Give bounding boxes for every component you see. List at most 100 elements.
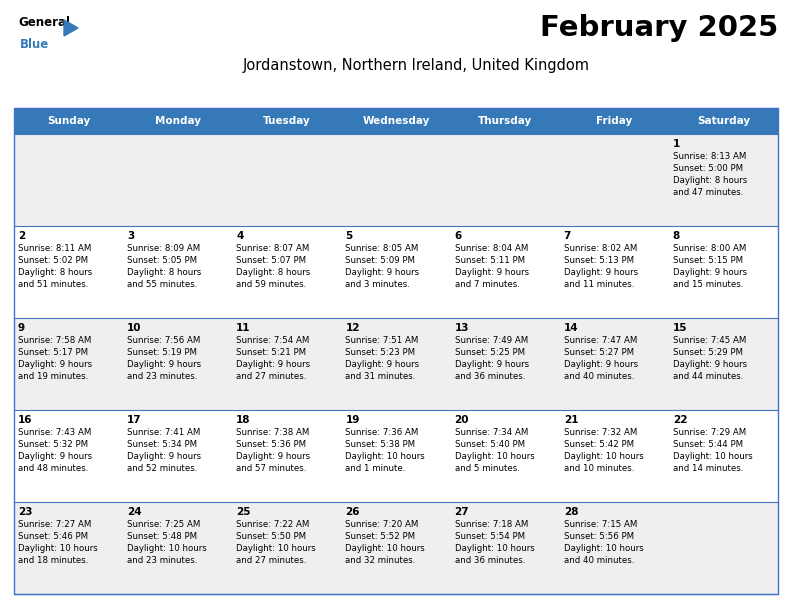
Text: General: General bbox=[18, 16, 70, 29]
Text: 12: 12 bbox=[345, 323, 360, 333]
Text: Daylight: 9 hours: Daylight: 9 hours bbox=[345, 360, 420, 369]
Text: Sunrise: 8:02 AM: Sunrise: 8:02 AM bbox=[564, 244, 637, 253]
Text: 20: 20 bbox=[455, 415, 469, 425]
Text: Daylight: 10 hours: Daylight: 10 hours bbox=[673, 452, 752, 461]
Text: Sunset: 5:44 PM: Sunset: 5:44 PM bbox=[673, 440, 743, 449]
Text: Sunrise: 7:18 AM: Sunrise: 7:18 AM bbox=[455, 520, 528, 529]
Text: Jordanstown, Northern Ireland, United Kingdom: Jordanstown, Northern Ireland, United Ki… bbox=[242, 58, 589, 73]
Text: 6: 6 bbox=[455, 231, 462, 241]
Text: Sunset: 5:05 PM: Sunset: 5:05 PM bbox=[128, 256, 197, 265]
Text: and 40 minutes.: and 40 minutes. bbox=[564, 372, 634, 381]
Text: 8: 8 bbox=[673, 231, 680, 241]
Text: Daylight: 10 hours: Daylight: 10 hours bbox=[455, 544, 535, 553]
Text: Sunset: 5:17 PM: Sunset: 5:17 PM bbox=[18, 348, 88, 357]
Text: Daylight: 10 hours: Daylight: 10 hours bbox=[128, 544, 207, 553]
Text: Thursday: Thursday bbox=[478, 116, 532, 126]
Text: Sunrise: 7:41 AM: Sunrise: 7:41 AM bbox=[128, 428, 200, 437]
Text: Sunset: 5:27 PM: Sunset: 5:27 PM bbox=[564, 348, 634, 357]
Text: Saturday: Saturday bbox=[697, 116, 750, 126]
Text: Sunset: 5:38 PM: Sunset: 5:38 PM bbox=[345, 440, 416, 449]
Text: and 36 minutes.: and 36 minutes. bbox=[455, 556, 525, 565]
Text: Sunrise: 7:54 AM: Sunrise: 7:54 AM bbox=[236, 336, 310, 345]
Text: Sunrise: 7:38 AM: Sunrise: 7:38 AM bbox=[236, 428, 310, 437]
Text: Sunset: 5:36 PM: Sunset: 5:36 PM bbox=[236, 440, 307, 449]
Text: 28: 28 bbox=[564, 507, 578, 517]
Text: 14: 14 bbox=[564, 323, 578, 333]
Text: and 3 minutes.: and 3 minutes. bbox=[345, 280, 410, 289]
Text: 9: 9 bbox=[18, 323, 25, 333]
Text: Daylight: 9 hours: Daylight: 9 hours bbox=[564, 268, 638, 277]
Text: February 2025: February 2025 bbox=[540, 14, 778, 42]
Text: and 23 minutes.: and 23 minutes. bbox=[128, 372, 197, 381]
Text: Daylight: 10 hours: Daylight: 10 hours bbox=[236, 544, 316, 553]
Text: and 14 minutes.: and 14 minutes. bbox=[673, 464, 743, 473]
Text: and 57 minutes.: and 57 minutes. bbox=[236, 464, 307, 473]
Text: and 27 minutes.: and 27 minutes. bbox=[236, 556, 307, 565]
Text: Sunrise: 7:56 AM: Sunrise: 7:56 AM bbox=[128, 336, 200, 345]
Text: Sunrise: 7:49 AM: Sunrise: 7:49 AM bbox=[455, 336, 527, 345]
Text: Sunday: Sunday bbox=[47, 116, 90, 126]
Text: Daylight: 9 hours: Daylight: 9 hours bbox=[345, 268, 420, 277]
Text: 21: 21 bbox=[564, 415, 578, 425]
Text: and 10 minutes.: and 10 minutes. bbox=[564, 464, 634, 473]
Text: Sunset: 5:25 PM: Sunset: 5:25 PM bbox=[455, 348, 524, 357]
Text: 13: 13 bbox=[455, 323, 469, 333]
Text: Sunrise: 7:36 AM: Sunrise: 7:36 AM bbox=[345, 428, 419, 437]
Text: 10: 10 bbox=[128, 323, 142, 333]
Text: and 15 minutes.: and 15 minutes. bbox=[673, 280, 743, 289]
Text: 26: 26 bbox=[345, 507, 360, 517]
Text: Sunset: 5:42 PM: Sunset: 5:42 PM bbox=[564, 440, 634, 449]
Text: 7: 7 bbox=[564, 231, 571, 241]
Text: Sunset: 5:15 PM: Sunset: 5:15 PM bbox=[673, 256, 743, 265]
Text: 24: 24 bbox=[128, 507, 142, 517]
Bar bbox=[14, 502, 778, 594]
Text: Sunrise: 7:58 AM: Sunrise: 7:58 AM bbox=[18, 336, 91, 345]
Text: Daylight: 9 hours: Daylight: 9 hours bbox=[564, 360, 638, 369]
Text: Daylight: 10 hours: Daylight: 10 hours bbox=[564, 452, 643, 461]
Bar bbox=[14, 108, 778, 134]
Text: 3: 3 bbox=[128, 231, 135, 241]
Text: Sunset: 5:54 PM: Sunset: 5:54 PM bbox=[455, 532, 524, 541]
Text: and 27 minutes.: and 27 minutes. bbox=[236, 372, 307, 381]
Text: Daylight: 9 hours: Daylight: 9 hours bbox=[236, 360, 310, 369]
Text: Sunrise: 7:27 AM: Sunrise: 7:27 AM bbox=[18, 520, 91, 529]
Text: and 51 minutes.: and 51 minutes. bbox=[18, 280, 89, 289]
Text: Daylight: 9 hours: Daylight: 9 hours bbox=[673, 360, 747, 369]
Text: and 7 minutes.: and 7 minutes. bbox=[455, 280, 520, 289]
Text: and 40 minutes.: and 40 minutes. bbox=[564, 556, 634, 565]
Text: Friday: Friday bbox=[596, 116, 632, 126]
Text: Sunrise: 7:22 AM: Sunrise: 7:22 AM bbox=[236, 520, 310, 529]
Text: Sunset: 5:56 PM: Sunset: 5:56 PM bbox=[564, 532, 634, 541]
Polygon shape bbox=[64, 20, 78, 36]
Text: 1: 1 bbox=[673, 139, 680, 149]
Text: Sunset: 5:23 PM: Sunset: 5:23 PM bbox=[345, 348, 416, 357]
Text: Daylight: 9 hours: Daylight: 9 hours bbox=[18, 360, 92, 369]
Text: 25: 25 bbox=[236, 507, 251, 517]
Text: Sunset: 5:52 PM: Sunset: 5:52 PM bbox=[345, 532, 416, 541]
Text: Sunset: 5:13 PM: Sunset: 5:13 PM bbox=[564, 256, 634, 265]
Text: Sunrise: 7:34 AM: Sunrise: 7:34 AM bbox=[455, 428, 528, 437]
Bar bbox=[14, 108, 778, 594]
Text: Sunset: 5:34 PM: Sunset: 5:34 PM bbox=[128, 440, 197, 449]
Text: Tuesday: Tuesday bbox=[263, 116, 310, 126]
Text: and 48 minutes.: and 48 minutes. bbox=[18, 464, 89, 473]
Text: and 47 minutes.: and 47 minutes. bbox=[673, 188, 743, 197]
Text: 22: 22 bbox=[673, 415, 687, 425]
Text: 18: 18 bbox=[236, 415, 251, 425]
Bar bbox=[14, 134, 778, 226]
Text: Sunset: 5:48 PM: Sunset: 5:48 PM bbox=[128, 532, 197, 541]
Text: Daylight: 9 hours: Daylight: 9 hours bbox=[18, 452, 92, 461]
Text: Sunrise: 8:11 AM: Sunrise: 8:11 AM bbox=[18, 244, 91, 253]
Text: Sunset: 5:02 PM: Sunset: 5:02 PM bbox=[18, 256, 88, 265]
Text: and 44 minutes.: and 44 minutes. bbox=[673, 372, 743, 381]
Text: 17: 17 bbox=[128, 415, 142, 425]
Text: Daylight: 10 hours: Daylight: 10 hours bbox=[455, 452, 535, 461]
Text: Sunset: 5:07 PM: Sunset: 5:07 PM bbox=[236, 256, 307, 265]
Text: Daylight: 8 hours: Daylight: 8 hours bbox=[673, 176, 747, 185]
Text: and 55 minutes.: and 55 minutes. bbox=[128, 280, 197, 289]
Text: Daylight: 10 hours: Daylight: 10 hours bbox=[345, 452, 425, 461]
Text: Daylight: 9 hours: Daylight: 9 hours bbox=[673, 268, 747, 277]
Text: Sunset: 5:19 PM: Sunset: 5:19 PM bbox=[128, 348, 197, 357]
Text: and 31 minutes.: and 31 minutes. bbox=[345, 372, 416, 381]
Text: Daylight: 10 hours: Daylight: 10 hours bbox=[345, 544, 425, 553]
